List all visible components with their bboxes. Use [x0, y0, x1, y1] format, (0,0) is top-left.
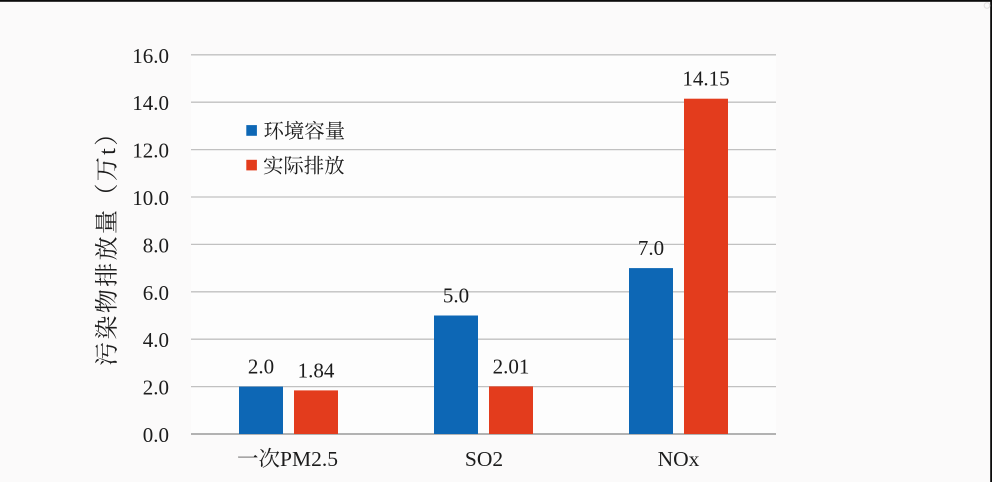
- svg-text:14.15: 14.15: [682, 67, 729, 91]
- svg-text:SO2: SO2: [465, 447, 503, 471]
- svg-text:14.0: 14.0: [132, 91, 169, 115]
- svg-text:1.84: 1.84: [298, 358, 335, 382]
- svg-text:2.0: 2.0: [143, 376, 169, 400]
- svg-text:6.0: 6.0: [143, 281, 169, 305]
- svg-text:NOx: NOx: [658, 447, 700, 471]
- svg-text:8.0: 8.0: [143, 233, 169, 257]
- svg-text:PM2.5: PM2.5: [280, 447, 338, 471]
- svg-text:7.0: 7.0: [638, 236, 664, 260]
- svg-text:12.0: 12.0: [132, 139, 169, 163]
- svg-text:16.0: 16.0: [132, 44, 169, 68]
- svg-text:2.01: 2.01: [493, 354, 530, 378]
- svg-text:2.0: 2.0: [248, 355, 274, 379]
- svg-text:0.0: 0.0: [143, 423, 169, 447]
- svg-text:10.0: 10.0: [132, 186, 169, 210]
- svg-text:4.0: 4.0: [143, 328, 169, 352]
- svg-text:5.0: 5.0: [443, 284, 469, 308]
